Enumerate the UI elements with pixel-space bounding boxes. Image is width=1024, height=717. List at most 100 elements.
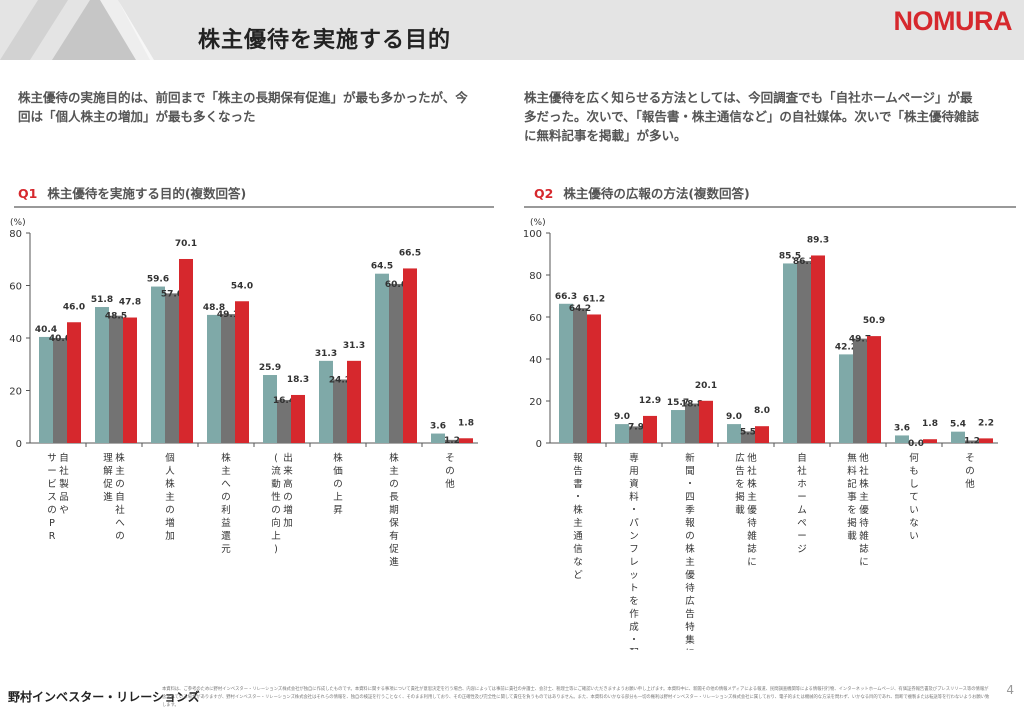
bar-2025 [179,258,193,443]
category-label: 他社株主優待雑誌に [859,452,869,568]
bar-2023 [671,410,685,443]
category-label: 出来高の増加 [283,452,293,529]
bar-2023 [895,435,909,443]
data-label: 9.0 [614,412,630,422]
category-label: 自社ホームページ [797,452,807,555]
data-label: 64.2 [569,304,591,314]
bar-2024 [165,293,179,443]
data-label: 18.3 [287,375,309,385]
data-label: 20.1 [695,381,717,391]
category-label: 専用資料・パンフレットを作成・配布 [629,452,639,650]
data-label: 64.5 [371,262,393,272]
bar-2024 [573,308,587,443]
bar-2024 [629,426,643,443]
data-label: 70.1 [175,239,197,249]
bar-2025 [459,438,473,443]
bar-2023 [783,263,797,443]
bar-2023 [319,360,333,443]
category-label: 他社株主優待雑誌に [747,452,757,568]
q1-title: 株主優待を実施する目的(複数回答) [47,186,247,201]
category-label: 何もしていない [909,452,919,542]
data-label: 9.0 [726,412,742,422]
bar-2023 [727,424,741,443]
bar-2023 [263,375,277,443]
data-label: 85.5 [779,251,801,261]
bar-2025 [811,255,825,443]
summary-right: 株主優待を広く知らせる方法としては、今回調査でも「自社ホームページ」が最 多だっ… [524,88,1004,145]
bar-2024 [221,314,235,443]
q2-heading: Q2 株主優待の広報の方法(複数回答) [534,183,750,202]
page-number: 4 [1006,683,1014,697]
y-tick-label: 100 [523,229,542,240]
data-label: 60.6 [385,280,407,290]
data-label: 12.9 [639,396,661,406]
bar-2024 [685,403,699,443]
summary-right-line: 多だった。次いで、「報告書・株主通信など」の自社媒体。次いで「株主優待雑誌 [524,109,980,124]
data-label: 3.6 [894,423,910,433]
data-label: 89.3 [807,235,829,245]
data-label: 1.2 [444,436,460,446]
data-label: 18.8 [681,400,703,410]
bar-2023 [151,286,165,443]
bar-2023 [431,433,445,443]
data-label: 40.4 [35,325,57,335]
y-tick-label: 0 [16,439,22,450]
category-label: その他 [445,453,455,490]
bar-2024 [445,439,459,443]
footer-disclaimer: 本資料は、ご参考のために野村インベスター・リレーションズ株式会社が独自に作成した… [162,687,990,708]
data-label: 7.9 [628,422,644,432]
bar-2023 [615,424,629,443]
category-label: 株主の長期保有促進 [389,452,399,568]
q2-divider [524,206,1016,208]
bar-2025 [67,322,81,443]
bar-2024 [853,338,867,443]
bar-2023 [95,307,109,443]
data-label: 5.5 [740,427,756,437]
q2-number: Q2 [534,186,554,201]
bar-2025 [403,268,417,443]
category-label: 理解促進 [103,453,113,503]
data-label: 61.2 [583,294,605,304]
category-label: 広告を掲載 [735,452,745,516]
data-label: 51.8 [91,295,113,305]
bar-2025 [347,360,361,443]
bar-2024 [333,379,347,443]
bar-2024 [277,399,291,443]
q1-number: Q1 [18,186,38,201]
category-label: 個人株主の増加 [165,452,175,542]
page-title: 株主優待を実施する目的 [198,28,452,53]
summary-left-line: 株主優待の実施目的は、前回まで「株主の長期保有促進」が最も多かったが、今 [18,90,468,105]
y-tick-label: 60 [9,282,22,293]
category-label: サービスの P R [47,453,57,542]
y-tick-label: 0 [536,439,542,450]
data-label: 0.0 [908,439,924,449]
data-label: 48.8 [203,303,225,313]
bar-2023 [375,273,389,443]
bar-2024 [389,283,403,443]
bar-2025 [235,301,249,443]
summary-right-line: 株主優待を広く知らせる方法としては、今回調査でも「自社ホームページ」が最 [524,90,973,105]
category-label: 新聞・四季報の株主優待広告特集に掲載 [685,452,695,650]
y-tick-label: 60 [529,313,542,324]
category-label: 自社製品や [59,452,69,516]
header-band [0,0,1024,60]
data-label: 86.7 [793,257,815,267]
data-label: 66.3 [555,292,577,302]
y-tick-label: 20 [9,387,22,398]
q1-divider [14,206,494,208]
data-label: 3.6 [430,422,446,432]
summary-left-line: 回は「個人株主の増加」が最も多くなった [18,109,256,124]
data-label: 40.0 [49,334,71,344]
data-label: 31.3 [343,341,365,351]
q1-heading: Q1 株主優待を実施する目的(複数回答) [18,183,246,202]
bar-2024 [109,315,123,443]
y-tick-label: 80 [9,229,22,240]
data-label: 49.7 [849,335,871,345]
y-tick-label: 20 [529,397,542,408]
data-label: 59.6 [147,275,169,285]
footer-company-name: 野村インベスター・リレーションズ [8,690,200,704]
bar-2025 [643,415,657,443]
data-label: 5.4 [950,420,966,430]
bar-2024 [741,431,755,443]
